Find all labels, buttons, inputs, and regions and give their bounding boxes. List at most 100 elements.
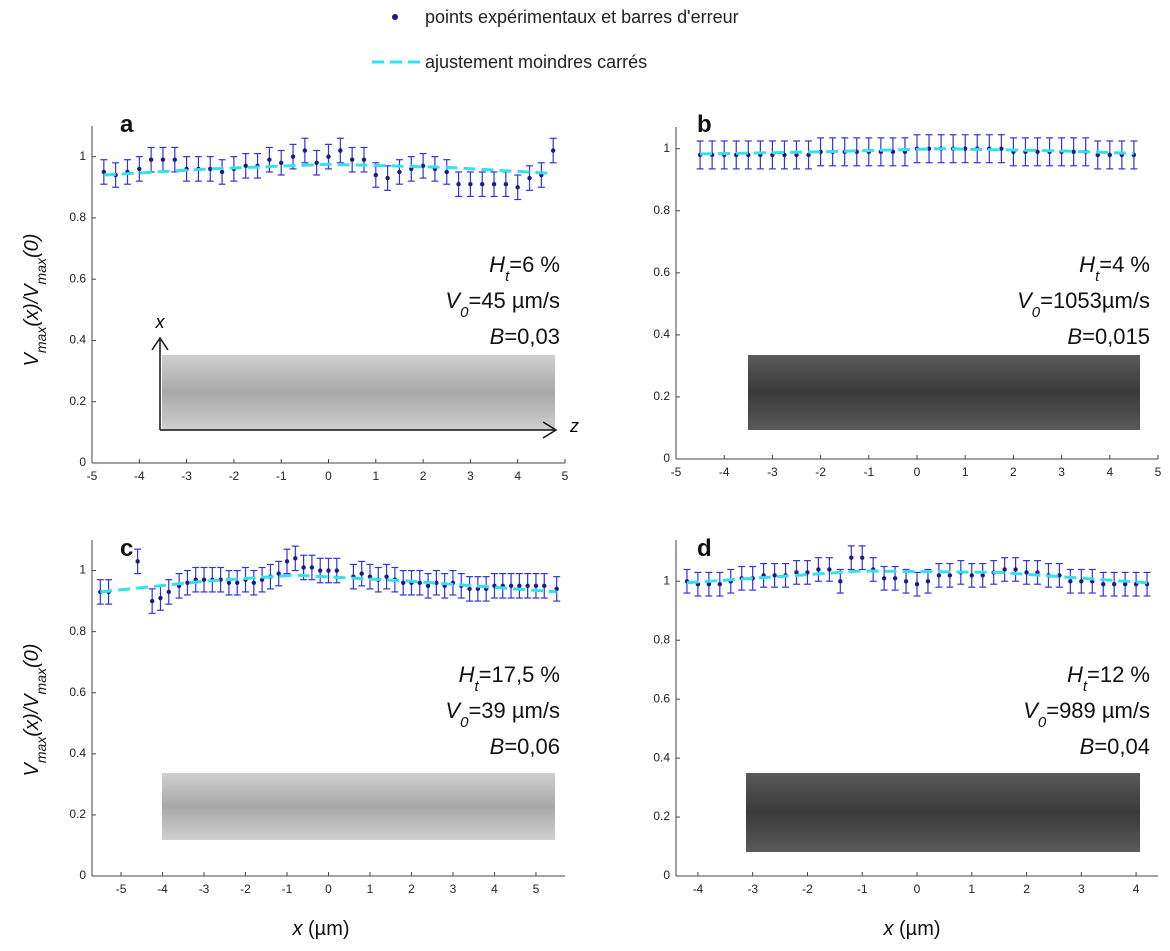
legend-label: ajustement moindres carrés <box>425 52 647 72</box>
y-tick-label: 1 <box>79 563 86 577</box>
y-tick-label: 0.6 <box>69 685 86 699</box>
y-tick-label: 0.2 <box>653 809 670 823</box>
data-point <box>148 157 154 162</box>
data-point <box>417 580 422 585</box>
text-part: V <box>21 761 43 776</box>
text-part: =6 % <box>509 252 560 277</box>
data-point <box>508 583 514 589</box>
x-tick-label: 0 <box>325 882 332 896</box>
y-axis-label: Vmax(x)/Vmax(0) <box>21 234 49 367</box>
y-tick-label: 1 <box>79 149 86 163</box>
data-point <box>475 586 481 592</box>
x-tick-label: 2 <box>420 469 427 483</box>
text-part: =12 % <box>1087 662 1150 687</box>
data-point <box>385 175 390 181</box>
x-tick-label: 5 <box>533 882 540 896</box>
data-point <box>172 157 177 162</box>
x-tick-label: 0 <box>914 882 921 896</box>
inset-axes <box>151 336 558 439</box>
text-part: (0) <box>21 234 43 258</box>
inset-axis-label: z <box>569 416 579 436</box>
y-tick-label: 0.2 <box>69 807 86 821</box>
text-part: V <box>445 698 462 723</box>
x-tick-label: -1 <box>282 882 293 896</box>
data-point <box>892 576 898 581</box>
data-point <box>302 148 308 153</box>
data-point <box>1095 152 1100 158</box>
y-tick-label: 1 <box>663 141 670 155</box>
data-point <box>517 583 522 589</box>
annotation: B=0,06 <box>490 734 560 759</box>
data-point <box>208 166 213 172</box>
legend-marker <box>392 14 398 20</box>
text-part: V <box>21 283 43 298</box>
text-part: V <box>1023 698 1040 723</box>
fit-line <box>103 162 554 177</box>
data-point <box>166 589 171 595</box>
data-point <box>969 573 974 578</box>
y-tick-label: 0.2 <box>653 389 670 403</box>
data-point <box>533 583 539 589</box>
data-point <box>1024 570 1029 575</box>
y-tick-label: 0 <box>663 868 670 882</box>
text-part: 0 <box>460 304 469 321</box>
data-point <box>527 175 532 181</box>
text-part: 0 <box>1038 714 1047 731</box>
data-point <box>1002 567 1007 572</box>
data-point <box>772 573 777 578</box>
data-point <box>554 586 559 592</box>
data-point <box>1068 579 1073 584</box>
data-point <box>149 598 155 604</box>
data-point <box>326 154 331 159</box>
text-part: V <box>21 351 43 366</box>
x-tick-label: 4 <box>1106 465 1113 479</box>
y-tick-label: 0.4 <box>653 750 670 764</box>
data-point <box>468 182 473 187</box>
text-part: =0,04 <box>1094 734 1150 759</box>
x-tick-label: 2 <box>1023 882 1030 896</box>
inset-image <box>746 773 1140 852</box>
data-point <box>480 182 485 187</box>
data-point <box>243 163 248 169</box>
data-point <box>185 580 190 585</box>
data-point <box>201 577 207 582</box>
data-point <box>349 157 355 162</box>
data-point <box>806 152 811 158</box>
data-point <box>290 154 296 159</box>
y-tick-label: 0.8 <box>69 210 86 224</box>
data-point <box>359 571 364 576</box>
text-part: max <box>33 326 49 353</box>
x-tick-label: 1 <box>968 882 975 896</box>
x-tick-label: 4 <box>491 882 498 896</box>
data-point <box>706 582 712 587</box>
text-part: B <box>490 734 505 759</box>
data-point <box>267 157 272 162</box>
fit-line <box>700 147 1134 156</box>
data-point <box>235 580 240 585</box>
text-part: =1053µm/s <box>1040 288 1150 313</box>
text-part: V <box>445 288 462 313</box>
data-point <box>251 580 257 585</box>
x-tick-label: 0 <box>325 469 332 483</box>
text-part: =0,03 <box>504 324 560 349</box>
text-part: (x)/ <box>21 295 43 326</box>
x-tick-label: 5 <box>1155 465 1162 479</box>
x-tick-label: -2 <box>229 469 240 483</box>
data-point <box>160 157 166 162</box>
data-point <box>491 182 497 187</box>
text-part: =0,015 <box>1082 324 1150 349</box>
x-axis-label: x (µm) <box>291 918 349 940</box>
data-point <box>542 583 547 589</box>
text-part: t <box>1095 268 1100 285</box>
x-tick-label: 3 <box>1078 882 1085 896</box>
legend-label: points expérimentaux et barres d'erreur <box>425 7 739 27</box>
data-point <box>503 182 509 187</box>
x-tick-label: -4 <box>157 882 168 896</box>
text-part: =4 % <box>1099 252 1150 277</box>
data-point <box>384 574 389 579</box>
text-part: t <box>1083 678 1088 695</box>
data-point <box>1122 582 1128 587</box>
data-point <box>309 565 315 570</box>
data-point <box>137 166 142 172</box>
data-point <box>425 583 431 589</box>
